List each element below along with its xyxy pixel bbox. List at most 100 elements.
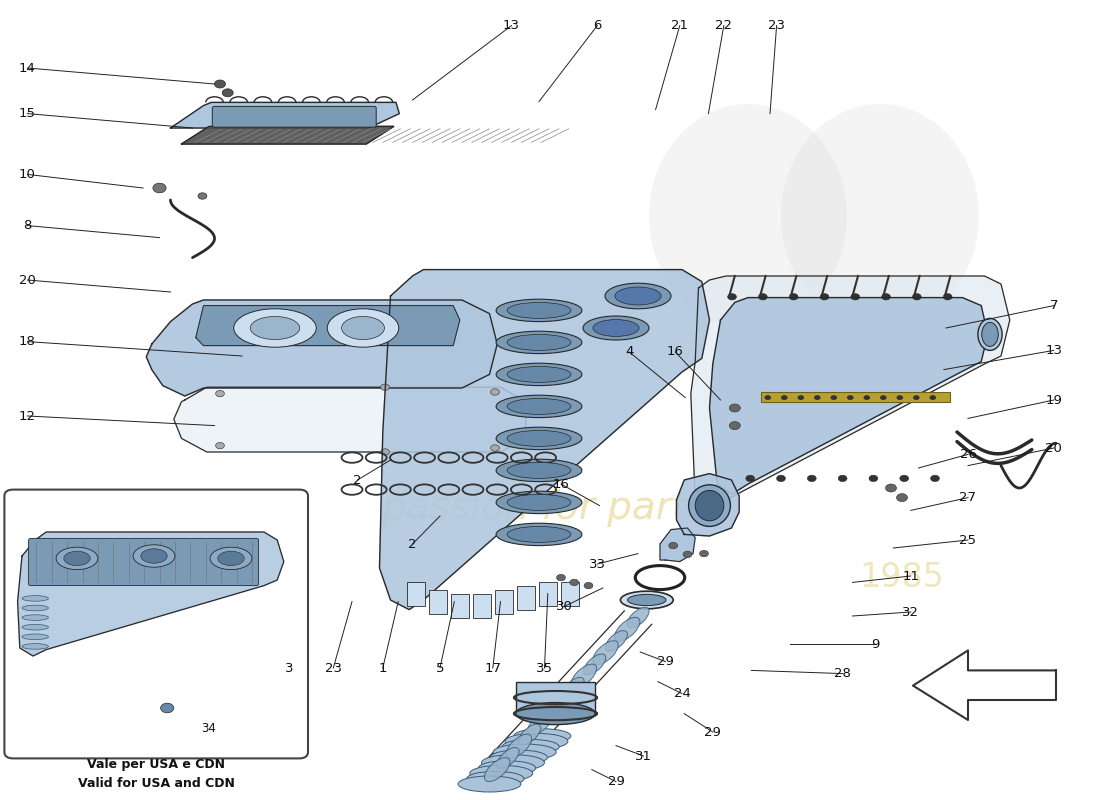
Ellipse shape [615,287,661,305]
Ellipse shape [496,491,582,514]
FancyBboxPatch shape [4,490,308,758]
Ellipse shape [328,309,398,347]
Text: 15: 15 [19,107,36,120]
Text: 1: 1 [378,662,387,674]
Ellipse shape [627,607,649,628]
Circle shape [683,551,692,558]
Circle shape [570,579,579,586]
Ellipse shape [458,776,521,792]
Bar [495,590,513,614]
Polygon shape [676,474,739,536]
Ellipse shape [478,761,536,775]
Ellipse shape [516,702,595,725]
Text: 34: 34 [201,722,217,734]
Text: 4: 4 [625,346,634,358]
Text: 29: 29 [657,655,674,668]
Text: 31: 31 [635,750,652,762]
Text: 32: 32 [902,606,920,618]
Ellipse shape [562,678,584,698]
Ellipse shape [484,758,510,782]
Text: 1985: 1985 [859,561,945,594]
Text: 30: 30 [556,600,573,613]
Text: 18: 18 [19,335,36,348]
Circle shape [944,294,953,300]
Polygon shape [913,650,1056,720]
Ellipse shape [22,605,48,611]
Text: 16: 16 [667,346,684,358]
Text: 26: 26 [959,448,977,461]
Polygon shape [379,270,710,610]
Ellipse shape [593,641,618,665]
Text: 29: 29 [704,726,722,738]
Text: 2: 2 [408,538,417,550]
Ellipse shape [605,283,671,309]
Ellipse shape [251,317,299,339]
Polygon shape [174,387,526,452]
Circle shape [896,494,907,502]
Ellipse shape [507,366,571,382]
Circle shape [584,582,593,589]
Text: 10: 10 [19,168,36,181]
Circle shape [729,422,740,430]
Circle shape [381,449,389,455]
Ellipse shape [584,654,606,674]
Circle shape [807,475,816,482]
Ellipse shape [497,747,519,768]
Circle shape [216,390,224,397]
Circle shape [814,395,821,400]
Circle shape [798,395,804,400]
Ellipse shape [502,739,559,754]
Ellipse shape [466,771,524,786]
Circle shape [838,475,847,482]
Circle shape [931,475,939,482]
Ellipse shape [133,545,175,567]
Ellipse shape [981,322,999,346]
Ellipse shape [507,526,571,542]
Ellipse shape [493,744,557,760]
Ellipse shape [491,750,548,765]
Text: 20: 20 [1045,442,1063,454]
Polygon shape [182,126,394,144]
Ellipse shape [514,729,571,743]
Circle shape [830,395,837,400]
Text: 29: 29 [607,775,625,788]
Circle shape [214,80,225,88]
Circle shape [381,384,389,390]
Circle shape [759,294,768,300]
Ellipse shape [571,664,596,688]
Circle shape [161,703,174,713]
Text: 25: 25 [959,534,977,546]
Ellipse shape [689,485,730,526]
Ellipse shape [218,551,244,566]
Polygon shape [170,102,399,128]
Text: 16: 16 [552,478,570,490]
Circle shape [729,404,740,412]
Text: 6: 6 [593,19,602,32]
Circle shape [491,389,499,395]
Circle shape [896,395,903,400]
Ellipse shape [620,591,673,609]
Ellipse shape [141,549,167,563]
Ellipse shape [22,595,48,602]
Circle shape [216,442,224,449]
Text: 5: 5 [436,662,444,674]
Ellipse shape [496,523,582,546]
Ellipse shape [593,319,639,336]
Ellipse shape [605,630,627,651]
Ellipse shape [22,634,48,640]
Text: 17: 17 [484,662,502,674]
Text: 2: 2 [353,474,362,486]
Circle shape [900,475,909,482]
Text: Vale per USA e CDN
Valid for USA and CDN: Vale per USA e CDN Valid for USA and CDN [78,758,234,790]
Circle shape [886,484,896,492]
Circle shape [764,395,771,400]
Text: 8: 8 [23,219,32,232]
Text: 22: 22 [715,19,733,32]
Text: 21: 21 [671,19,689,32]
Polygon shape [691,276,1010,510]
Ellipse shape [64,551,90,566]
Circle shape [864,395,870,400]
Ellipse shape [233,309,317,347]
Ellipse shape [649,104,847,328]
Bar [761,392,950,402]
